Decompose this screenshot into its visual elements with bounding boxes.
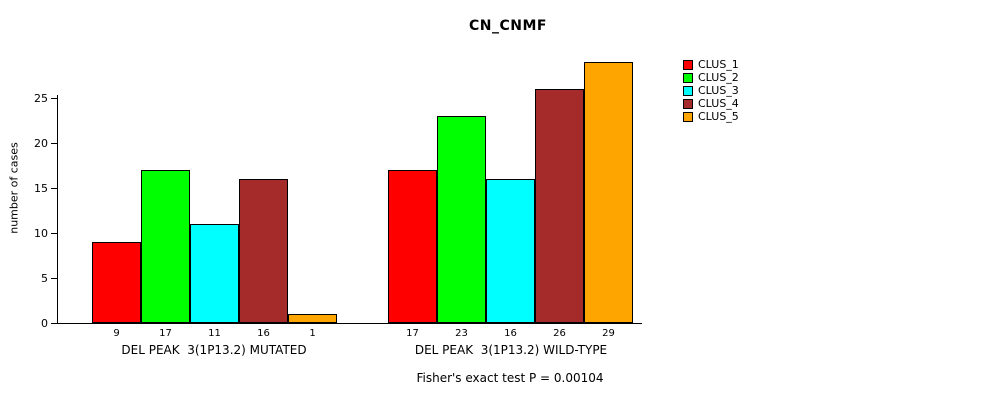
bar-clus_2 xyxy=(141,170,190,323)
legend-label: CLUS_1 xyxy=(698,58,739,71)
bar-value-label: 16 xyxy=(504,328,517,339)
y-tick xyxy=(51,98,57,99)
bar-value-label: 23 xyxy=(455,328,468,339)
bar-value-label: 1 xyxy=(309,328,316,339)
legend-item: CLUS_5 xyxy=(683,110,739,123)
bar-value-label: 29 xyxy=(602,328,615,339)
legend-color-swatch xyxy=(683,85,693,96)
group-label-wild-type: DEL PEAK 3(1P13.2) WILD-TYPE xyxy=(414,343,608,357)
legend-color-swatch xyxy=(683,72,693,83)
bar-clus_1 xyxy=(388,170,437,323)
legend-item: CLUS_3 xyxy=(683,84,739,97)
x-axis-line xyxy=(57,323,642,324)
y-tick-label: 15 xyxy=(34,182,48,195)
chart-title: CN_CNMF xyxy=(469,18,547,34)
legend-color-swatch xyxy=(683,59,693,70)
legend-item: CLUS_2 xyxy=(683,71,739,84)
legend-item: CLUS_4 xyxy=(683,97,739,110)
y-tick xyxy=(51,278,57,279)
bar-clus_5 xyxy=(584,62,633,323)
legend-label: CLUS_4 xyxy=(698,97,739,110)
bar-value-label: 16 xyxy=(257,328,270,339)
legend: CLUS_1 CLUS_2 CLUS_3 CLUS_4 CLUS_5 xyxy=(683,58,739,123)
group-label-mutated: DEL PEAK 3(1P13.2) MUTATED xyxy=(121,343,307,357)
legend-item: CLUS_1 xyxy=(683,58,739,71)
bar-value-label: 17 xyxy=(159,328,172,339)
footer-caption: Fisher's exact test P = 0.00104 xyxy=(416,371,604,385)
legend-color-swatch xyxy=(683,111,693,122)
y-tick xyxy=(51,143,57,144)
bar-clus_5 xyxy=(288,314,337,323)
y-tick-label: 10 xyxy=(34,227,48,240)
bar-clus_3 xyxy=(486,179,535,323)
bar-value-label: 17 xyxy=(406,328,419,339)
y-axis-line xyxy=(57,95,58,324)
bar-clus_1 xyxy=(92,242,141,323)
y-tick-label: 20 xyxy=(34,137,48,150)
bar-value-label: 26 xyxy=(553,328,566,339)
bar-clus_4 xyxy=(535,89,584,323)
y-tick xyxy=(51,188,57,189)
legend-label: CLUS_2 xyxy=(698,71,739,84)
y-tick-label: 5 xyxy=(41,272,48,285)
y-tick-label: 0 xyxy=(41,317,48,330)
legend-label: CLUS_3 xyxy=(698,84,739,97)
legend-color-swatch xyxy=(683,98,693,109)
bar-value-label: 9 xyxy=(113,328,120,339)
y-tick xyxy=(51,233,57,234)
y-tick xyxy=(51,323,57,324)
bar-clus_4 xyxy=(239,179,288,323)
bar-clus_2 xyxy=(437,116,486,323)
bar-value-label: 11 xyxy=(208,328,221,339)
y-tick-label: 25 xyxy=(34,92,48,105)
legend-label: CLUS_5 xyxy=(698,110,739,123)
bar-clus_3 xyxy=(190,224,239,323)
